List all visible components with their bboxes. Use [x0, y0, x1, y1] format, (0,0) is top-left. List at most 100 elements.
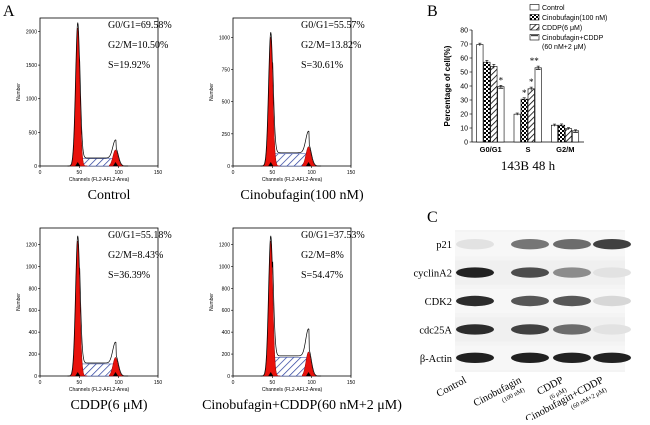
legend-label-2: CDDP(6 μM): [542, 25, 582, 32]
g2m-percent: G2/M=13.82%: [301, 40, 361, 51]
x-tick-label: 100: [114, 170, 123, 176]
gate-marker: [113, 162, 119, 166]
y-tick-label: 1000: [26, 97, 37, 103]
y-tick-label: 2000: [26, 29, 37, 35]
band-1-0: [456, 267, 494, 278]
y-tick-label: 0: [34, 164, 37, 170]
x-tick-label: 0: [39, 380, 42, 386]
gate-marker: [306, 372, 312, 376]
x-tick-label: 0: [232, 380, 235, 386]
y-tick-label: 50: [460, 70, 468, 77]
y-tick-label: 60: [460, 56, 468, 63]
histogram-cinobufagin: 0 250 500 750 1000 0 50 100 150 Channels (FL2-AFL…: [209, 17, 365, 203]
band-0-0: [456, 239, 494, 250]
band-3-0: [456, 324, 494, 335]
significance-mark: *: [522, 88, 527, 98]
g0g1-percent: G0/G1=37.53%: [301, 230, 365, 241]
bar-1-1: [520, 98, 528, 143]
y-tick-label: 1200: [26, 242, 37, 248]
y-tick-label: 800: [29, 286, 38, 292]
g0g1-peak: [69, 241, 88, 377]
y-axis-label: Number: [209, 83, 215, 101]
g2m-percent: G2/M=8%: [301, 250, 344, 261]
legend-label-3b: (60 nM+2 μM): [542, 44, 586, 51]
category-label: S: [525, 145, 530, 154]
y-tick-label: 1500: [26, 63, 37, 69]
lane-label-0: Control: [435, 375, 469, 400]
y-tick-label: 400: [222, 330, 231, 336]
legend-swatch-3: [529, 34, 540, 41]
significance-mark: **: [530, 56, 540, 66]
g0g1-percent: G0/G1=55.18%: [108, 230, 172, 241]
g0g1-percent: G0/G1=55.57%: [301, 20, 365, 31]
y-tick-label: 20: [460, 112, 468, 119]
bar-3-0: [497, 86, 505, 143]
s-percent: S=30.61%: [301, 60, 343, 71]
legend-swatch-1: [529, 14, 540, 21]
y-tick-label: 0: [464, 140, 468, 147]
x-tick-label: 100: [307, 380, 316, 386]
y-tick-label: 30: [460, 98, 468, 105]
band-2-3: [593, 295, 631, 307]
y-tick-label: 800: [222, 286, 231, 292]
band-0-1: [511, 239, 549, 250]
significance-mark: *: [529, 77, 534, 87]
band-4-2: [553, 352, 591, 363]
x-tick-label: 150: [154, 380, 163, 386]
g0g1-percent: G0/G1=69.58%: [108, 20, 172, 31]
x-tick-label: 150: [347, 380, 356, 386]
s-percent: S=19.92%: [108, 60, 150, 71]
y-tick-label: 750: [222, 67, 231, 73]
band-1-1: [511, 267, 549, 278]
x-axis-label: Channels (FL2-AFL2-Area): [69, 177, 130, 183]
y-axis-label: Percentage of cell(%): [443, 45, 452, 126]
significance-mark: *: [499, 75, 504, 85]
bar-2-1: [527, 88, 535, 143]
histogram-caption: CDDP(6 μM): [70, 398, 147, 413]
y-tick-label: 0: [227, 374, 230, 380]
band-0-3: [593, 239, 631, 250]
x-tick-label: 50: [270, 380, 276, 386]
g2m-peak: [108, 149, 124, 167]
protein-label-1: cyclinA2: [414, 269, 453, 280]
legend-swatch-2: [529, 24, 540, 31]
histogram-caption: Cinobufagin+CDDP(60 nM+2 μM): [202, 398, 402, 413]
bar-3-1: [534, 67, 542, 143]
y-tick-label: 200: [29, 352, 38, 358]
y-tick-label: 1000: [219, 264, 230, 270]
y-tick-label: 10: [460, 126, 468, 133]
x-tick-label: 150: [154, 170, 163, 176]
bar-0-2: [551, 124, 559, 143]
band-4-1: [511, 352, 549, 363]
g2m-peak: [301, 146, 317, 167]
g0g1-peak: [69, 28, 88, 167]
band-4-3: [593, 352, 631, 363]
histogram-outline: [67, 22, 129, 167]
panel-label-b: B: [427, 3, 438, 20]
x-axis-label: Channels (FL2-AFL2-Area): [262, 177, 323, 183]
x-tick-label: 50: [270, 170, 276, 176]
x-tick-label: 100: [307, 170, 316, 176]
band-3-3: [593, 324, 631, 335]
legend-label-3: Cinobufagin+CDDP: [542, 35, 604, 42]
x-tick-label: 0: [232, 170, 235, 176]
cell-cycle-bar-chart: 0 10 20 30 40 50 60 70 80 Percentage of cell(%) G0…: [443, 4, 607, 173]
gate-marker: [113, 372, 119, 376]
g0g1-peak: [262, 37, 281, 167]
x-tick-label: 150: [347, 170, 356, 176]
y-tick-label: 250: [222, 132, 231, 138]
x-axis-label: Channels (FL2-AFL2-Area): [262, 387, 323, 393]
histogram-control: 0 500 1000 1500 2000 0 50 100 150 Channels (FL2-A…: [16, 17, 172, 203]
gate-marker: [268, 372, 274, 376]
y-axis-label: Number: [16, 83, 22, 101]
protein-label-3: cdc25A: [419, 325, 452, 336]
y-tick-label: 500: [222, 100, 231, 106]
g0g1-peak: [262, 241, 281, 377]
chart-subtitle: 143B 48 h: [501, 158, 556, 173]
histogram-cddp: 0 200 400 600 800 1000 1200 0 50 100 150 Channels (…: [16, 227, 172, 413]
protein-label-4: β-Actin: [420, 354, 453, 365]
gate-marker: [268, 162, 274, 166]
y-tick-label: 1000: [219, 35, 230, 41]
